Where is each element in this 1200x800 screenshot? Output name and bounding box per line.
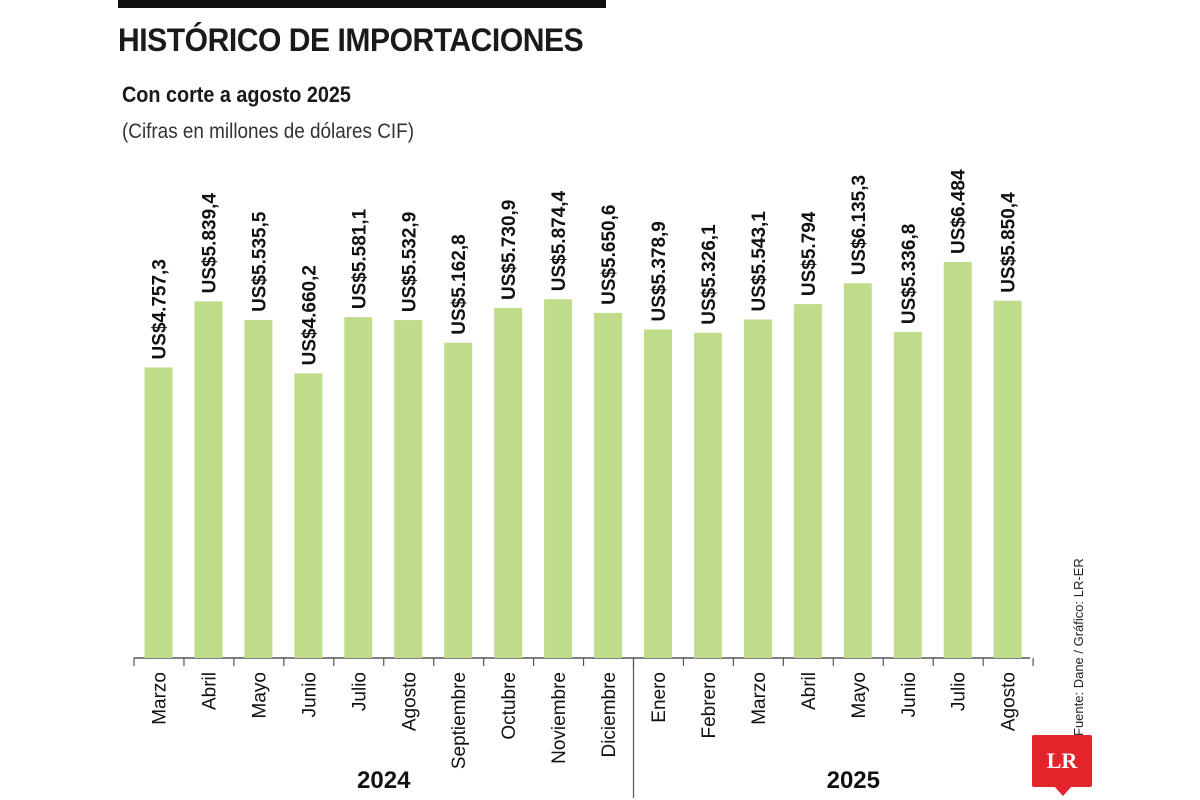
month-label: Febrero [699, 672, 720, 739]
value-label: US$5.581,1 [349, 208, 370, 309]
bar-9 [544, 299, 573, 658]
month-label: Julio [949, 672, 970, 711]
value-label: US$6.484 [949, 169, 970, 254]
bar-11 [644, 329, 672, 658]
value-label: US$5.532,9 [399, 212, 420, 312]
bar-10 [594, 312, 623, 658]
month-label: Octubre [499, 672, 520, 740]
month-label: Septiembre [449, 672, 470, 769]
bar-8 [494, 307, 523, 658]
month-label: Mayo [249, 672, 270, 718]
value-label: US$5.336,8 [899, 224, 920, 324]
value-label: US$5.794 [799, 211, 820, 296]
month-label: Diciembre [599, 672, 620, 758]
month-label: Julio [349, 672, 370, 711]
value-label: US$5.850,4 [999, 192, 1020, 293]
month-label: Mayo [849, 672, 870, 718]
month-label: Junio [899, 672, 920, 717]
value-label: US$5.535,5 [249, 211, 270, 312]
value-label: US$4.660,2 [299, 265, 320, 365]
value-label: US$5.378,9 [649, 221, 670, 321]
value-label: US$5.874,4 [549, 190, 570, 291]
value-label: US$5.543,1 [749, 211, 770, 312]
bar-17 [943, 262, 972, 658]
bar-3 [244, 319, 273, 658]
lr-logo: LR [1032, 735, 1092, 796]
bar-2 [194, 301, 223, 658]
value-label: US$4.757,3 [150, 259, 171, 359]
bar-15 [843, 283, 872, 658]
bar-7 [444, 342, 473, 658]
month-label: Abril [199, 672, 220, 710]
year-label: 2024 [357, 767, 411, 794]
bar-18 [993, 300, 1022, 658]
year-label: 2025 [827, 767, 880, 794]
value-label: US$5.162,8 [449, 234, 470, 334]
value-label: US$5.326,1 [699, 224, 720, 325]
value-label: US$5.839,4 [199, 193, 220, 294]
month-label: Agosto [999, 672, 1020, 731]
bar-6 [394, 320, 423, 658]
month-label: Abril [799, 672, 820, 710]
month-label: Marzo [150, 672, 171, 725]
bar-14 [793, 304, 822, 658]
month-label: Junio [299, 672, 320, 717]
month-label: Marzo [749, 672, 770, 725]
value-label: US$5.730,9 [499, 200, 520, 300]
chart-title: HISTÓRICO DE IMPORTACIONES [118, 22, 584, 58]
value-label: US$5.650,6 [599, 205, 620, 305]
bar-13 [743, 319, 772, 658]
bar-5 [344, 317, 373, 658]
month-label: Noviembre [549, 672, 570, 764]
bar-4 [294, 373, 323, 658]
month-label: Enero [649, 672, 670, 723]
value-label: US$6.135,3 [849, 175, 870, 275]
bar-1 [144, 367, 173, 658]
top-rule [118, 0, 606, 8]
bar-16 [893, 332, 922, 658]
source-note: Fuente: Dane / Gráfico: LR-ER [1071, 558, 1086, 736]
units-note: (Cifras en millones de dólares CIF) [122, 120, 415, 143]
bar-12 [693, 332, 722, 658]
month-label: Agosto [399, 672, 420, 731]
chart-subtitle: Con corte a agosto 2025 [122, 82, 351, 107]
